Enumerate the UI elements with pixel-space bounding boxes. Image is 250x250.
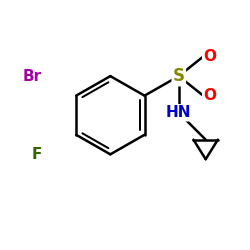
Text: Br: Br bbox=[23, 68, 42, 84]
Text: O: O bbox=[203, 88, 216, 103]
Text: O: O bbox=[203, 49, 216, 64]
Text: S: S bbox=[173, 67, 185, 85]
Text: F: F bbox=[32, 147, 42, 162]
Text: HN: HN bbox=[166, 105, 192, 120]
